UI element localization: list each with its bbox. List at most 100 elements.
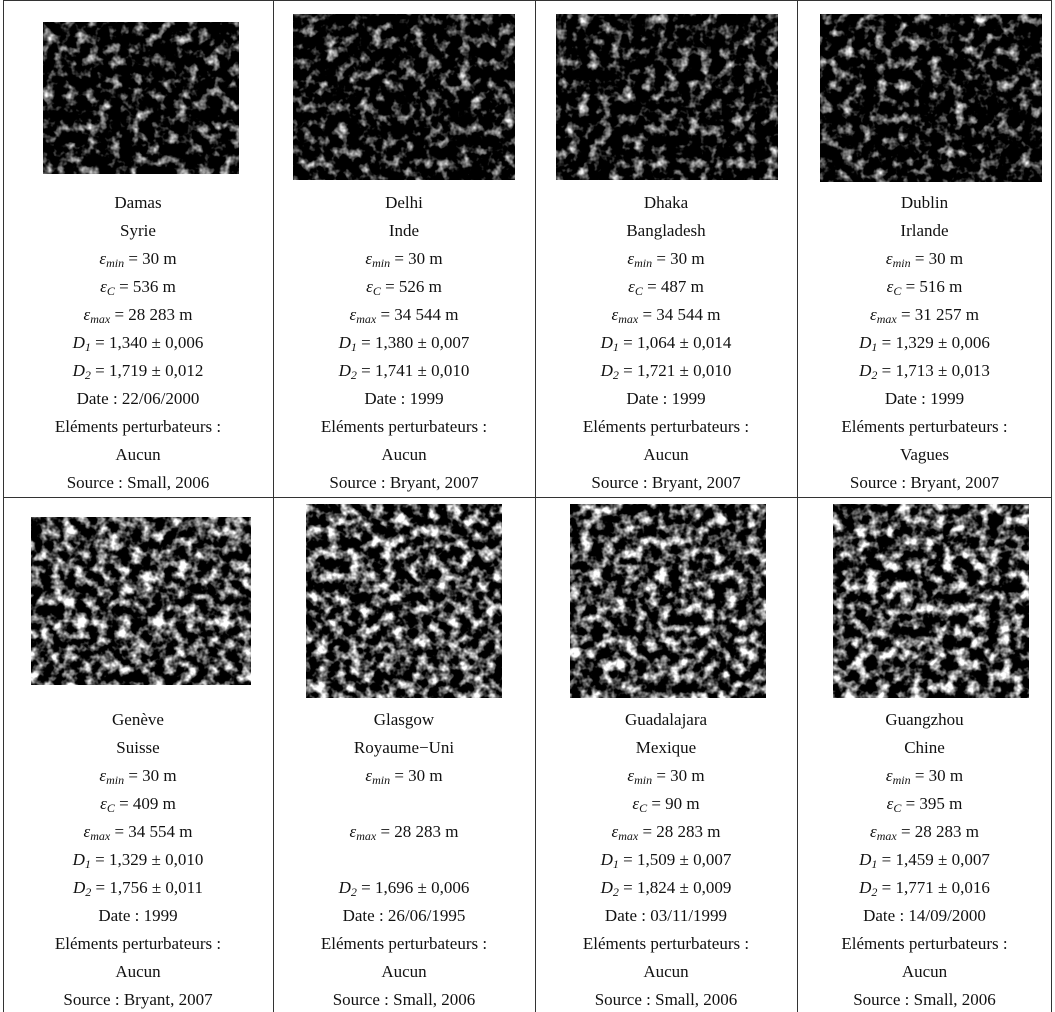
subscript: min — [106, 256, 125, 270]
image-texture — [570, 504, 766, 698]
country: Irlande — [900, 221, 949, 240]
subscript: 2 — [85, 885, 92, 899]
symbol: ε — [83, 822, 91, 841]
subscript: 1 — [871, 340, 878, 354]
subscript: C — [893, 284, 902, 298]
value-text: = 487 m — [642, 277, 704, 296]
d1: D1 = 1,380 ± 0,007 — [273, 333, 535, 353]
disturbance-label: Eléments perturbateurs : — [841, 934, 1008, 953]
symbol: ε — [100, 794, 107, 813]
symbol: ε — [365, 249, 373, 268]
city: Guangzhou — [885, 710, 964, 729]
subscript: C — [893, 801, 902, 815]
city: Guadalajara — [624, 710, 708, 729]
subscript: C — [106, 284, 115, 298]
emin: εmin = 30 m — [3, 249, 273, 269]
symbol: ε — [99, 249, 107, 268]
symbol: D — [72, 361, 85, 380]
d1: D1 = 1,340 ± 0,006 — [3, 333, 273, 353]
subscript: C — [106, 801, 115, 815]
image-texture — [556, 14, 778, 180]
symbol: ε — [99, 766, 107, 785]
subscript: 1 — [871, 857, 878, 871]
value-text: = 30 m — [910, 249, 964, 268]
emin: εmin = 30 m — [273, 249, 535, 269]
value-text: = 30 m — [652, 249, 705, 268]
symbol: D — [859, 361, 872, 380]
symbol: D — [600, 850, 613, 869]
source: Source : Small, 2006 — [332, 990, 476, 1009]
disturbance: Vagues — [899, 445, 950, 464]
table-border — [535, 0, 536, 1012]
emin: εmin = 30 m — [797, 766, 1052, 786]
symbol: D — [600, 333, 613, 352]
subscript: 1 — [612, 340, 619, 354]
city: Delhi — [385, 193, 423, 212]
symbol: ε — [627, 249, 635, 268]
country: Chine — [904, 738, 945, 757]
value-text: = 34 554 m — [110, 822, 193, 841]
emax: εmax = 28 283 m — [797, 822, 1052, 842]
emin: εmin = 30 m — [273, 766, 535, 786]
value-text: = 1,380 ± 0,007 — [356, 333, 470, 352]
value-text: = 1,340 ± 0,006 — [90, 333, 204, 352]
subscript: max — [356, 312, 377, 326]
country: Mexique — [635, 738, 697, 757]
city: Glasgow — [373, 710, 435, 729]
d2: D2 = 1,741 ± 0,010 — [273, 361, 535, 381]
value-text: = 28 283 m — [110, 305, 193, 324]
symbol: ε — [349, 305, 357, 324]
date: Date : 03/11/1999 — [604, 906, 728, 925]
disturbance-label: Eléments perturbateurs : — [54, 934, 222, 953]
disturbance: Aucun — [901, 962, 948, 981]
value-text: = 34 544 m — [638, 305, 721, 324]
symbol: ε — [611, 822, 619, 841]
subscript: min — [892, 773, 911, 787]
subscript: min — [372, 773, 391, 787]
emax: εmax = 34 554 m — [3, 822, 273, 842]
subscript: 2 — [612, 885, 619, 899]
disturbance: Aucun — [643, 962, 689, 981]
value-text: = 30 m — [124, 766, 177, 785]
subscript: min — [106, 773, 125, 787]
symbol: D — [338, 361, 351, 380]
value-text: = 30 m — [910, 766, 964, 785]
subscript: C — [639, 801, 648, 815]
source: Source : Bryant, 2007 — [63, 990, 213, 1009]
symbol: D — [600, 878, 613, 897]
symbol: D — [72, 878, 86, 897]
subscript: 1 — [84, 340, 91, 354]
value-text: = 28 283 m — [638, 822, 721, 841]
d2: D2 = 1,719 ± 0,012 — [3, 361, 273, 381]
satellite-image — [293, 14, 515, 180]
subscript: max — [356, 829, 377, 843]
date: Date : 1999 — [884, 389, 965, 408]
symbol: D — [338, 333, 351, 352]
ec: εC = 516 m — [797, 277, 1052, 297]
disturbance-label: Eléments perturbateurs : — [320, 417, 488, 436]
emax: εmax = 28 283 m — [535, 822, 797, 842]
symbol: ε — [885, 766, 893, 785]
source: Source : Bryant, 2007 — [329, 473, 479, 492]
symbol: ε — [886, 277, 894, 296]
value-text: = 395 m — [901, 794, 963, 813]
value-text: = 1,719 ± 0,012 — [90, 361, 204, 380]
value-text: = 1,771 ± 0,016 — [877, 878, 990, 897]
symbol: D — [72, 850, 85, 869]
d1: D1 = 1,459 ± 0,007 — [797, 850, 1052, 870]
value-text: = 30 m — [652, 766, 705, 785]
value-text: = 516 m — [901, 277, 963, 296]
symbol: ε — [869, 822, 877, 841]
date: Date : 1999 — [364, 389, 444, 408]
city: Damas — [114, 193, 162, 212]
satellite-image — [31, 517, 251, 685]
emax: εmax = 31 257 m — [797, 305, 1052, 325]
value-text: = 1,696 ± 0,006 — [356, 878, 470, 897]
symbol: ε — [349, 822, 357, 841]
table-border — [1051, 0, 1052, 1012]
country: Suisse — [116, 738, 160, 757]
source: Source : Bryant, 2007 — [849, 473, 1000, 492]
country: Inde — [388, 221, 420, 240]
subscript: max — [618, 312, 639, 326]
